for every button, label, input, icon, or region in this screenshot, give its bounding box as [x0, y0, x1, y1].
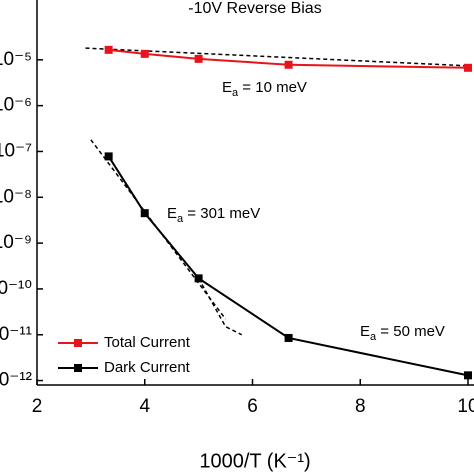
- marker: [104, 152, 113, 161]
- marker: [464, 63, 472, 72]
- y-tick-label: 10⁻⁸: [0, 186, 32, 207]
- marker: [284, 60, 293, 69]
- x-tick-label: 6: [247, 396, 258, 417]
- marker: [194, 54, 203, 63]
- legend-label: Total Current: [104, 334, 191, 351]
- chart-title: -10V Reverse Bias: [188, 0, 321, 17]
- legend-marker: [74, 364, 82, 372]
- annotation: Ea = 301 meV: [167, 205, 260, 225]
- marker: [194, 274, 203, 283]
- marker: [464, 371, 472, 380]
- y-tick-label: 10⁻¹¹: [0, 324, 32, 345]
- x-axis-label: 1000/T (K⁻¹): [199, 450, 310, 472]
- y-tick-label: 10⁻¹⁰: [0, 278, 32, 299]
- x-tick-label: 4: [139, 396, 150, 417]
- marker: [140, 49, 149, 58]
- y-tick-label: 10⁻¹²: [0, 370, 32, 391]
- y-tick-label: 10⁻⁵: [0, 49, 32, 70]
- legend-label: Dark Current: [104, 359, 191, 376]
- x-tick-label: 8: [355, 396, 366, 417]
- annotation: Ea = 50 meV: [360, 323, 445, 343]
- annotation: Ea = 10 meV: [222, 79, 307, 99]
- marker: [140, 209, 149, 218]
- fit-line: [197, 277, 243, 336]
- x-tick-label: 10: [457, 396, 474, 417]
- y-tick-label: 10⁻⁹: [0, 232, 32, 253]
- annotation-main: E: [222, 79, 232, 96]
- x-tick-label: 2: [32, 396, 43, 417]
- annotation-main: E: [360, 323, 370, 340]
- marker: [284, 333, 293, 342]
- annotation-sub: a: [177, 213, 184, 225]
- annotation-sub: a: [232, 87, 239, 99]
- marker: [104, 45, 113, 54]
- annotation-sub: a: [370, 331, 377, 343]
- y-tick-label: 10⁻⁶: [0, 95, 32, 116]
- annotation-rest: = 10 meV: [238, 79, 307, 96]
- fit-line: [85, 47, 469, 67]
- legend-marker: [74, 339, 82, 347]
- annotation-rest: = 301 meV: [183, 205, 260, 222]
- annotation-rest: = 50 meV: [376, 323, 445, 340]
- y-tick-label: 10⁻⁷: [0, 140, 32, 161]
- annotation-main: E: [167, 205, 177, 222]
